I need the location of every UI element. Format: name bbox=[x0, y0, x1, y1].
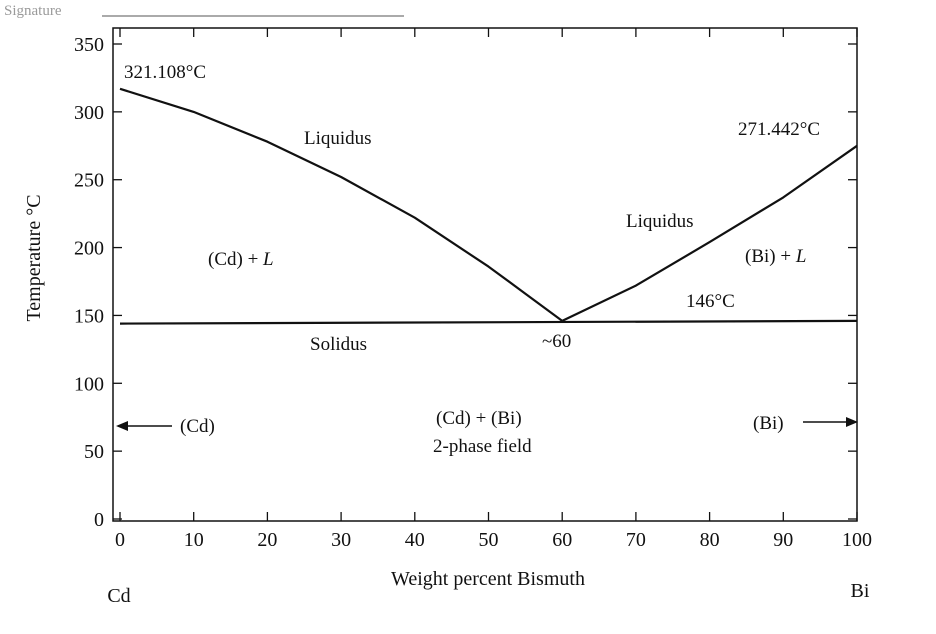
bi-plus-prefix: (Bi) + bbox=[745, 246, 796, 267]
y-axis-title: Temperature °C bbox=[23, 194, 45, 321]
plot-frame bbox=[112, 27, 858, 522]
y-tick-label-50: 50 bbox=[84, 441, 104, 463]
liquid-symbol-left: L bbox=[262, 249, 274, 270]
solidus-line bbox=[119, 319, 858, 325]
signature-label: Signature bbox=[4, 3, 62, 19]
x-tick-label-0: 0 bbox=[115, 529, 125, 551]
bi-melting-point-label: 271.442°C bbox=[738, 119, 820, 140]
eutectic-temperature-label: 146°C bbox=[686, 291, 735, 312]
bi-solid-label: (Bi) bbox=[753, 413, 784, 434]
liquidus-cd-side bbox=[119, 87, 563, 322]
two-phase-label-line2: 2-phase field bbox=[433, 436, 532, 457]
solidus-label: Solidus bbox=[310, 334, 367, 355]
y-tick-label-200: 200 bbox=[74, 238, 104, 260]
y-tick-label-350: 350 bbox=[74, 34, 104, 56]
two-phase-label-line1: (Cd) + (Bi) bbox=[436, 408, 522, 429]
liquidus-bi-side bbox=[561, 144, 858, 322]
liquidus-left-label: Liquidus bbox=[304, 128, 372, 149]
axis-ticks bbox=[113, 28, 858, 521]
cd-arrow bbox=[116, 421, 172, 431]
x-tick-label-80: 80 bbox=[700, 529, 720, 551]
bi-arrow bbox=[803, 417, 858, 427]
y-tick-label-250: 250 bbox=[74, 170, 104, 192]
y-tick-label-100: 100 bbox=[74, 373, 104, 395]
axis-tick-labels: 0 10 20 30 40 50 60 70 80 90 100 0 50 100 150 200 250 300… bbox=[74, 34, 872, 551]
y-tick-label-300: 300 bbox=[74, 102, 104, 124]
x-end-label-bi: Bi bbox=[851, 580, 870, 602]
y-tick-label-0: 0 bbox=[94, 509, 104, 531]
x-tick-label-90: 90 bbox=[773, 529, 793, 551]
x-tick-label-20: 20 bbox=[257, 529, 277, 551]
phase-boundaries bbox=[119, 87, 858, 325]
x-tick-label-10: 10 bbox=[184, 529, 204, 551]
x-tick-label-60: 60 bbox=[552, 529, 572, 551]
x-tick-label-100: 100 bbox=[842, 529, 872, 551]
liquid-symbol-right: L bbox=[795, 246, 807, 267]
cd-plus-liquid-label: (Cd) + L bbox=[208, 249, 274, 270]
cd-melting-point-label: 321.108°C bbox=[124, 62, 206, 83]
y-tick-label-150: 150 bbox=[74, 305, 104, 327]
x-end-label-cd: Cd bbox=[107, 585, 130, 607]
x-tick-label-70: 70 bbox=[626, 529, 646, 551]
x-tick-label-30: 30 bbox=[331, 529, 351, 551]
x-axis-title: Weight percent Bismuth bbox=[391, 568, 585, 590]
cd-plus-prefix: (Cd) + bbox=[208, 249, 263, 270]
x-tick-label-40: 40 bbox=[405, 529, 425, 551]
liquidus-right-label: Liquidus bbox=[626, 211, 694, 232]
x-tick-label-50: 50 bbox=[479, 529, 499, 551]
eutectic-composition-label: ~60 bbox=[542, 331, 571, 352]
cd-solid-label: (Cd) bbox=[180, 416, 215, 437]
bi-plus-liquid-label: (Bi) + L bbox=[745, 246, 806, 267]
